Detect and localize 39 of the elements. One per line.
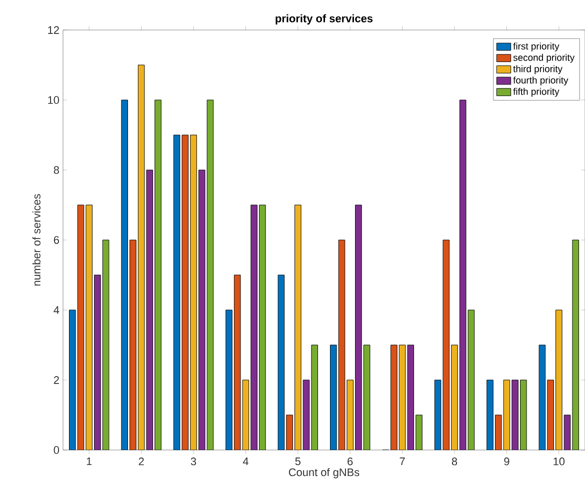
x-tick-label: 7 <box>400 458 405 466</box>
x-tick-label: 6 <box>348 458 353 466</box>
y-tick-label: 8 <box>54 166 59 174</box>
x-tick-label: 4 <box>242 458 248 466</box>
bar <box>130 240 136 450</box>
y-tick-label: 12 <box>48 26 59 34</box>
legend-label: fourth priority <box>513 76 568 86</box>
x-tick-label: 5 <box>295 458 300 466</box>
x-axis-title: Count of gNBs <box>288 468 360 478</box>
x-tick-label: 9 <box>504 458 510 466</box>
x-tick-label: 8 <box>452 458 458 466</box>
bar <box>250 204 258 450</box>
chart-title: priority of services <box>276 14 373 24</box>
y-axis-title: number of services <box>32 194 40 286</box>
bar <box>355 204 362 450</box>
bar <box>226 310 232 450</box>
y-tick-label: 6 <box>54 236 59 244</box>
bar <box>451 344 458 450</box>
bar <box>190 134 197 450</box>
bar <box>94 274 101 450</box>
y-tick-label: 4 <box>54 306 60 314</box>
bar <box>486 380 494 450</box>
bar <box>154 100 162 450</box>
legend-label: third priority <box>513 65 562 74</box>
x-tick-label: 2 <box>138 458 144 466</box>
y-tick-label: 2 <box>54 376 59 384</box>
legend-label: second priority <box>513 54 575 63</box>
x-tick-label: 3 <box>190 458 196 466</box>
bar <box>286 414 293 450</box>
x-tick-label: 1 <box>86 458 92 466</box>
bar <box>512 380 518 450</box>
legend-label: fifth priority <box>513 88 560 97</box>
bar <box>547 380 554 450</box>
legend-label: first priority <box>513 42 560 52</box>
bar <box>390 344 398 450</box>
bar <box>416 414 422 450</box>
x-tick-label: 10 <box>554 458 565 466</box>
y-tick-label: 10 <box>48 96 60 104</box>
y-tick-label: 0 <box>54 446 60 454</box>
